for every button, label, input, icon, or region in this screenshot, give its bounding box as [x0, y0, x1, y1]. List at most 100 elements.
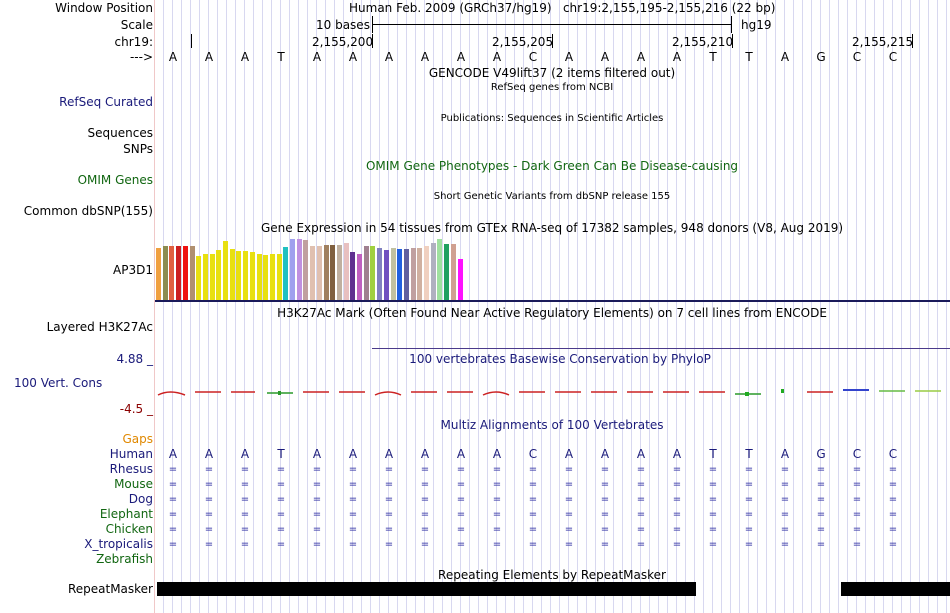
publications-label[interactable]: Sequences [87, 126, 153, 140]
gtex-tissue-bar[interactable] [156, 248, 161, 300]
alignment-match: = [312, 509, 322, 520]
repeat-element[interactable] [841, 582, 950, 596]
gtex-tissue-bar[interactable] [444, 244, 450, 300]
ruler-tick [552, 34, 553, 48]
ruler-tick [372, 34, 373, 48]
gtex-tissue-bar[interactable] [330, 245, 336, 300]
alignment-match: = [348, 494, 358, 505]
h3k27ac-title[interactable]: H3K27Ac Mark (Often Found Near Active Re… [277, 306, 827, 320]
omim-label[interactable]: OMIM Genes [77, 173, 153, 187]
gtex-tissue-bar[interactable] [316, 246, 322, 300]
gtex-tissue-bar[interactable] [370, 246, 376, 300]
gtex-tissue-bar[interactable] [182, 246, 188, 300]
alignment-match: = [636, 524, 646, 535]
gtex-tissue-bar[interactable] [397, 249, 403, 300]
grid-line [523, 0, 524, 613]
gtex-tissue-bar[interactable] [390, 248, 396, 300]
alignment-match: = [888, 524, 898, 535]
refseq-title[interactable]: RefSeq genes from NCBI [490, 82, 614, 93]
cons-label[interactable]: 100 Vert. Cons [14, 376, 103, 390]
gtex-tissue-bar[interactable] [350, 252, 356, 300]
cons-wiggle[interactable] [155, 383, 950, 403]
gencode-title[interactable]: GENCODE V49lift37 (2 items filtered out) [428, 66, 676, 80]
gtex-tissue-bar[interactable] [202, 254, 208, 300]
gtex-tissue-bar[interactable] [276, 254, 282, 300]
alignment-match: = [708, 539, 718, 550]
alignment-match: = [816, 524, 826, 535]
grid-line [586, 0, 587, 613]
alignment-match: = [456, 479, 466, 490]
omim-title[interactable]: OMIM Gene Phenotypes - Dark Green Can Be… [365, 159, 739, 173]
grid-line [676, 0, 677, 613]
gtex-tissue-bar[interactable] [410, 248, 416, 300]
gtex-tissue-bar[interactable] [357, 254, 362, 300]
gtex-tissue-bar[interactable] [249, 252, 255, 300]
gtex-tissue-bar[interactable] [269, 254, 275, 300]
gtex-tissue-bar[interactable] [256, 254, 262, 300]
gtex-tissue-bar[interactable] [383, 250, 389, 300]
grid-line [217, 0, 218, 613]
gtex-tissue-bar[interactable] [424, 246, 429, 300]
gtex-tissue-bar[interactable] [169, 246, 175, 300]
gtex-tissue-bar[interactable] [236, 251, 242, 300]
gtex-title[interactable]: Gene Expression in 54 tissues from GTEx … [260, 221, 844, 235]
gtex-tissue-bar[interactable] [189, 246, 195, 300]
gtex-tissue-bar[interactable] [310, 246, 316, 300]
gtex-tissue-bar[interactable] [263, 255, 269, 300]
gtex-tissue-bar[interactable] [196, 256, 202, 300]
multiz-title[interactable]: Multiz Alignments of 100 Vertebrates [440, 418, 664, 432]
dbsnp-title[interactable]: Short Genetic Variants from dbSNP releas… [433, 191, 671, 202]
sequence-base: C [528, 50, 538, 64]
human-base: A [456, 447, 466, 461]
gtex-tissue-bar[interactable] [303, 240, 309, 300]
gtex-tissue-bar[interactable] [377, 248, 383, 300]
gtex-tissue-bar[interactable] [336, 245, 342, 300]
grid-line [262, 0, 263, 613]
gtex-tissue-bar[interactable] [417, 248, 423, 300]
refseq-label[interactable]: RefSeq Curated [59, 95, 153, 109]
gtex-tissue-bar[interactable] [223, 241, 228, 300]
gtex-tissue-bar[interactable] [229, 249, 235, 300]
gtex-tissue-bar[interactable] [343, 243, 349, 300]
gtex-label[interactable]: AP3D1 [113, 263, 153, 277]
gtex-tissue-bar[interactable] [403, 249, 409, 300]
gtex-tissue-bar[interactable] [457, 259, 463, 300]
grid-line [334, 0, 335, 613]
gtex-tissue-bar[interactable] [216, 250, 222, 300]
publications-title[interactable]: Publications: Sequences in Scientific Ar… [440, 113, 664, 124]
human-base: A [384, 447, 394, 461]
gtex-tissue-bar[interactable] [450, 244, 456, 300]
gtex-tissue-bar[interactable] [296, 239, 302, 300]
gtex-expression-chart[interactable] [155, 237, 555, 300]
grid-line [730, 0, 731, 613]
human-base: A [312, 447, 322, 461]
gtex-tissue-bar[interactable] [176, 246, 182, 300]
h3k27ac-label[interactable]: Layered H3K27Ac [46, 320, 153, 334]
gtex-tissue-bar[interactable] [162, 246, 168, 300]
gtex-tissue-bar[interactable] [209, 254, 215, 300]
dbsnp-label[interactable]: Common dbSNP(155) [23, 204, 153, 218]
gtex-tissue-bar[interactable] [243, 251, 249, 300]
gtex-tissue-bar[interactable] [437, 239, 443, 300]
repeatmasker-label[interactable]: RepeatMasker [67, 582, 153, 596]
alignment-match: = [600, 494, 610, 505]
gtex-tissue-bar[interactable] [323, 245, 329, 300]
alignment-match: = [420, 524, 430, 535]
gtex-tissue-bar[interactable] [290, 239, 295, 300]
human-base: A [168, 447, 178, 461]
alignment-match: = [384, 524, 394, 535]
repeatmasker-title[interactable]: Repeating Elements by RepeatMasker [438, 568, 666, 582]
repeat-element[interactable] [157, 582, 696, 596]
human-base: A [600, 447, 610, 461]
gtex-tissue-bar[interactable] [430, 243, 436, 300]
grid-line [442, 0, 443, 613]
strand-label: ---> [129, 50, 153, 64]
cons-title[interactable]: 100 vertebrates Basewise Conservation by… [409, 352, 711, 366]
alignment-match: = [384, 509, 394, 520]
alignment-match: = [204, 494, 214, 505]
grid-line [190, 0, 191, 613]
snps-label[interactable]: SNPs [123, 142, 153, 156]
gtex-tissue-bar[interactable] [283, 247, 289, 300]
gtex-tissue-bar[interactable] [363, 246, 369, 300]
grid-line [469, 0, 470, 613]
